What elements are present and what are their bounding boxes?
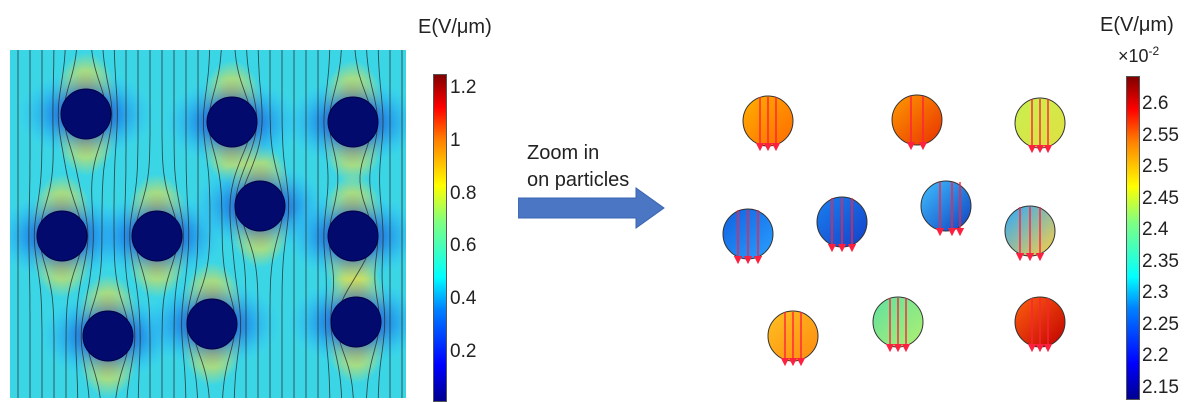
field-line	[323, 50, 331, 398]
field-line	[186, 50, 199, 398]
zoom-annotation-line2: on particles	[527, 169, 630, 191]
left-colorbar-tick-label: 0.8	[450, 182, 477, 204]
particle-zoomed	[891, 94, 943, 146]
field-line	[173, 50, 184, 398]
particle	[206, 96, 258, 148]
field-line	[33, 50, 43, 398]
particle	[327, 210, 379, 262]
particle	[234, 180, 286, 232]
left-colorbar-tick-label: 0.2	[450, 341, 477, 362]
left-colorbar-tick-label: 0.4	[450, 288, 477, 310]
field-line	[28, 50, 31, 398]
left-colorbar-title: E(V/μm)	[418, 16, 492, 38]
field-line	[129, 50, 141, 398]
right-arrow-icon	[518, 187, 665, 229]
particle	[330, 296, 382, 348]
right-colorbar-tick-label: 2.6	[1142, 93, 1169, 114]
particle	[36, 210, 88, 262]
field-line	[234, 50, 258, 398]
right-colorbar-tick-label: 2.35	[1142, 250, 1179, 272]
right-colorbar-tick-label: 2.2	[1142, 345, 1169, 367]
field-line	[366, 50, 380, 398]
right-colorbar-tick-label: 2.55	[1142, 124, 1179, 146]
right-colorbar-tick-label: 2.5	[1142, 156, 1169, 178]
field-line	[328, 50, 343, 398]
left-colorbar-tick-label: 0.6	[450, 235, 477, 257]
right-colorbar-tick-label: 2.15	[1142, 377, 1179, 398]
electric-field-map	[10, 50, 406, 398]
zoom-annotation-line1: Zoom in	[527, 142, 600, 164]
right-colorbar-tick-label: 2.25	[1142, 313, 1179, 335]
particle	[60, 88, 112, 140]
field-line	[123, 50, 136, 398]
field-line	[208, 50, 236, 398]
particle	[82, 310, 134, 362]
field-line	[269, 50, 284, 398]
right-colorbar	[1126, 76, 1140, 400]
field-line	[377, 50, 386, 398]
left-colorbar-tick-label: 1.2	[450, 77, 477, 98]
field-line	[181, 50, 190, 398]
right-colorbar-tick-label: 2.45	[1142, 187, 1179, 209]
particle	[131, 210, 183, 262]
particle-zoomed	[920, 180, 972, 232]
particle	[327, 96, 379, 148]
right-colorbar-title: E(V/μm)	[1100, 14, 1174, 36]
left-colorbar-tick-label: 1	[450, 129, 461, 151]
field-line	[281, 50, 290, 398]
left-colorbar	[433, 74, 447, 402]
particle-zoom-view	[722, 94, 1066, 367]
colorbar-exponent: ×10-2	[1118, 44, 1160, 66]
zoom-annotation: Zoom in on particles	[527, 140, 629, 194]
right-colorbar-tick-label: 2.3	[1142, 282, 1169, 304]
right-colorbar-tick-label: 2.4	[1142, 219, 1169, 241]
particle	[186, 298, 238, 350]
